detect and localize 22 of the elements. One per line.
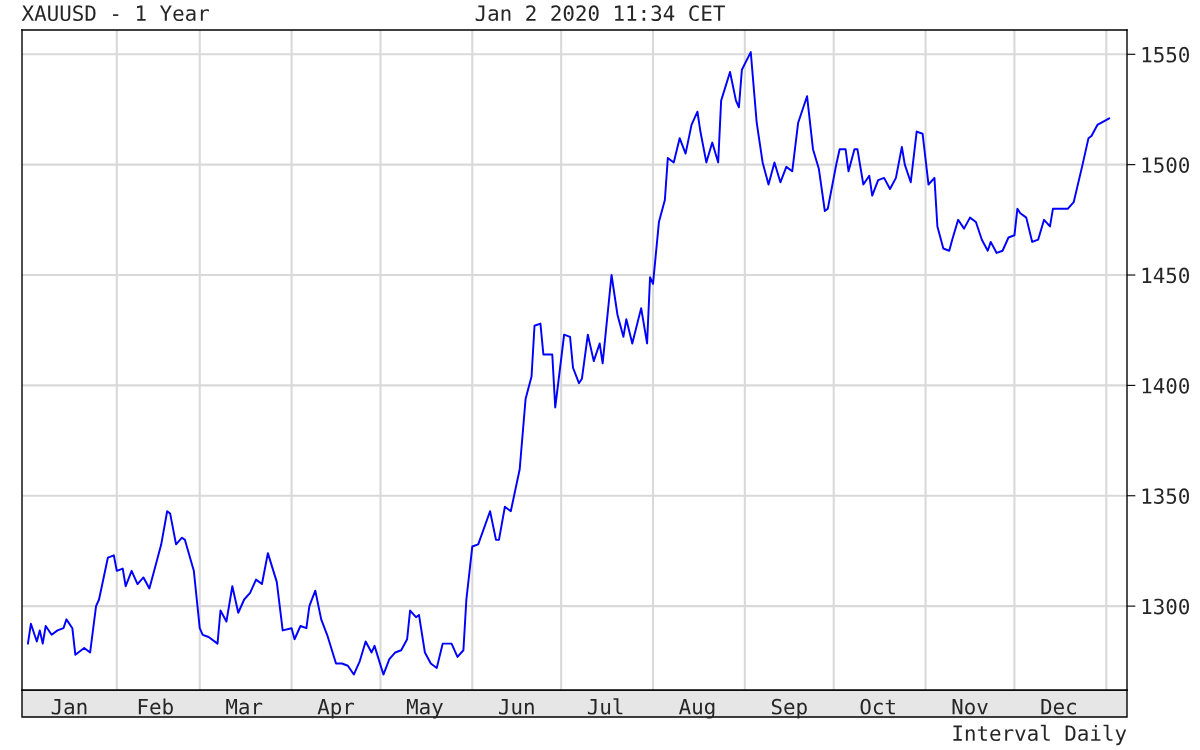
- x-tick-label: Apr: [317, 699, 355, 719]
- x-tick-label: May: [406, 699, 443, 719]
- x-tick-label: Sep: [771, 698, 807, 719]
- chart-subtitle: Jan 2 2020 11:34 CET: [475, 5, 725, 22]
- text: Interval Daily: [953, 724, 1127, 746]
- x-tick-label: Jan: [51, 699, 87, 715]
- x-tick-label: Feb: [138, 698, 173, 715]
- x-tick-label: Jun: [499, 699, 534, 715]
- line-series: [26, 51, 1111, 676]
- x-tick-label: Jul: [587, 698, 623, 715]
- x-tick-label: Mar: [226, 699, 263, 715]
- y-tick-label: 1400: [1142, 377, 1190, 394]
- y-tick-label: 1450: [1142, 267, 1190, 284]
- x-tick-label: Nov: [952, 699, 988, 715]
- x-tick-label: Aug: [679, 698, 715, 719]
- x-tick-label: Oct: [860, 698, 895, 715]
- y-tick-label: 1350: [1142, 488, 1190, 505]
- chart-title: XAUUSD - 1 Year: [21, 5, 209, 22]
- y-tick-label: 1550: [1142, 46, 1190, 63]
- x-tick-label: Dec: [1041, 699, 1076, 715]
- y-tick-label: 1500: [1142, 157, 1190, 173]
- y-tick-label: 1300: [1142, 598, 1190, 615]
